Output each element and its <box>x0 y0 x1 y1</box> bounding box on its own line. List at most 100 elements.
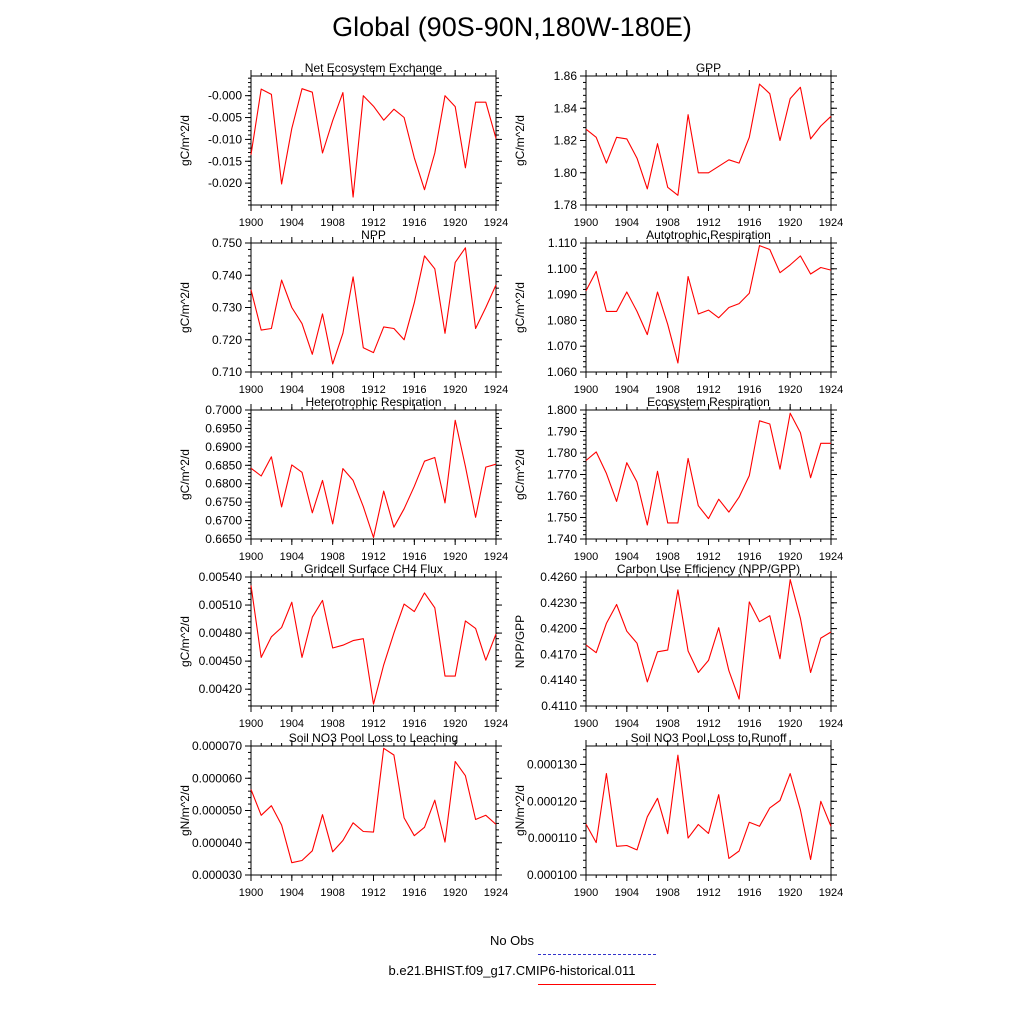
panel-8: Carbon Use Efficiency (NPP/GPP) NPP/GPP 19… <box>513 562 843 730</box>
y-axis-label: gC/m^2/d <box>178 115 192 166</box>
data-point <box>352 479 354 481</box>
x-tick-label: 1916 <box>402 384 426 396</box>
y-tick-label: 0.7000 <box>205 403 242 417</box>
panel-title: Heterotrophic Respiration <box>305 395 441 409</box>
data-point <box>301 471 303 473</box>
data-point <box>393 526 395 528</box>
data-point <box>707 659 709 661</box>
data-point <box>626 630 628 632</box>
figure-title: Global (90S-90N,180W-180E) <box>332 12 692 42</box>
data-point <box>311 616 313 618</box>
data-point <box>830 442 832 444</box>
x-tick-label: 1904 <box>280 718 304 730</box>
data-point <box>585 459 587 461</box>
data-point <box>718 498 720 500</box>
data-point <box>820 800 822 802</box>
data-point <box>615 603 617 605</box>
data-point <box>656 797 658 799</box>
series-line <box>250 585 497 705</box>
plot-frame <box>250 576 497 707</box>
series-line <box>585 83 832 196</box>
y-tick-label: 0.6900 <box>205 440 242 454</box>
data-point <box>820 125 822 127</box>
panel-title: Ecosystem Respiration <box>647 395 770 409</box>
y-tick-label: -0.000 <box>208 89 242 103</box>
panel-3: NPP gC/m^2/d 1900 1904 1908 1912 1916 1920 1924 0… <box>178 228 508 396</box>
y-tick-label: 1.86 <box>554 69 578 83</box>
y-axis-label: gN/m^2/d <box>513 785 527 836</box>
data-point <box>250 154 252 156</box>
data-point <box>250 584 252 586</box>
data-point <box>636 157 638 159</box>
data-point <box>585 128 587 130</box>
y-tick-label: 0.000050 <box>192 804 242 818</box>
panel-10: Soil NO3 Pool Loss to Runoff gN/m^2/d 1900… <box>513 731 843 899</box>
data-point <box>270 804 272 806</box>
data-point <box>758 825 760 827</box>
data-point <box>372 105 374 107</box>
x-tick-label: 1904 <box>280 887 304 899</box>
data-point <box>352 276 354 278</box>
data-point <box>495 823 497 825</box>
data-point <box>595 451 597 453</box>
y-tick-label: 0.000060 <box>192 771 242 785</box>
panel-title: Soil NO3 Pool Loss to Runoff <box>631 731 788 745</box>
y-tick-label: 0.710 <box>212 365 242 379</box>
data-point <box>758 621 760 623</box>
data-point <box>321 313 323 315</box>
legend-label-no-obs: No Obs <box>489 933 535 948</box>
data-point <box>260 475 262 477</box>
data-point <box>758 420 760 422</box>
data-point <box>646 681 648 683</box>
data-point <box>403 339 405 341</box>
data-point <box>291 306 293 308</box>
x-tick-label: 1916 <box>737 551 761 563</box>
data-point <box>301 859 303 861</box>
data-point <box>423 592 425 594</box>
data-point <box>434 268 436 270</box>
data-point <box>748 292 750 294</box>
data-point <box>779 799 781 801</box>
x-tick-label: 1900 <box>239 384 263 396</box>
x-tick-label: 1924 <box>484 217 508 229</box>
data-point <box>485 306 487 308</box>
x-tick-label: 1920 <box>778 217 802 229</box>
x-tick-label: 1924 <box>484 887 508 899</box>
series-line <box>250 88 497 198</box>
x-tick-label: 1912 <box>361 217 385 229</box>
data-point <box>687 457 689 459</box>
y-tick-label: 0.730 <box>212 301 242 315</box>
x-tick-label: 1904 <box>615 551 639 563</box>
panel-title: Carbon Use Efficiency (NPP/GPP) <box>617 562 800 576</box>
data-point <box>413 157 415 159</box>
data-point <box>728 511 730 513</box>
data-point <box>464 620 466 622</box>
data-point <box>830 825 832 827</box>
y-tick-label: 0.4200 <box>540 622 577 636</box>
panel-title: Gridcell Surface CH4 Flux <box>304 562 443 576</box>
data-point <box>331 363 333 365</box>
data-point <box>820 442 822 444</box>
x-tick-label: 1904 <box>280 217 304 229</box>
data-point <box>352 196 354 198</box>
series-line <box>585 412 831 526</box>
y-tick-label: 0.6750 <box>205 495 242 509</box>
data-point <box>454 760 456 762</box>
plot-frame <box>250 75 497 206</box>
y-axis-label: gN/m^2/d <box>178 785 192 836</box>
data-point <box>646 816 648 818</box>
x-tick-label: 1904 <box>615 887 639 899</box>
data-point <box>393 632 395 634</box>
x-tick-label: 1908 <box>655 718 679 730</box>
y-tick-label: 0.000120 <box>527 794 577 808</box>
x-tick-label: 1916 <box>402 217 426 229</box>
x-tick-label: 1920 <box>443 384 467 396</box>
data-point <box>697 313 699 315</box>
y-tick-label: 1.78 <box>554 198 578 212</box>
data-point <box>474 516 476 518</box>
y-axis-label: gC/m^2/d <box>178 282 192 333</box>
data-point <box>799 255 801 257</box>
data-point <box>595 270 597 272</box>
y-axis-label: gC/m^2/d <box>513 282 527 333</box>
data-point <box>280 279 282 281</box>
